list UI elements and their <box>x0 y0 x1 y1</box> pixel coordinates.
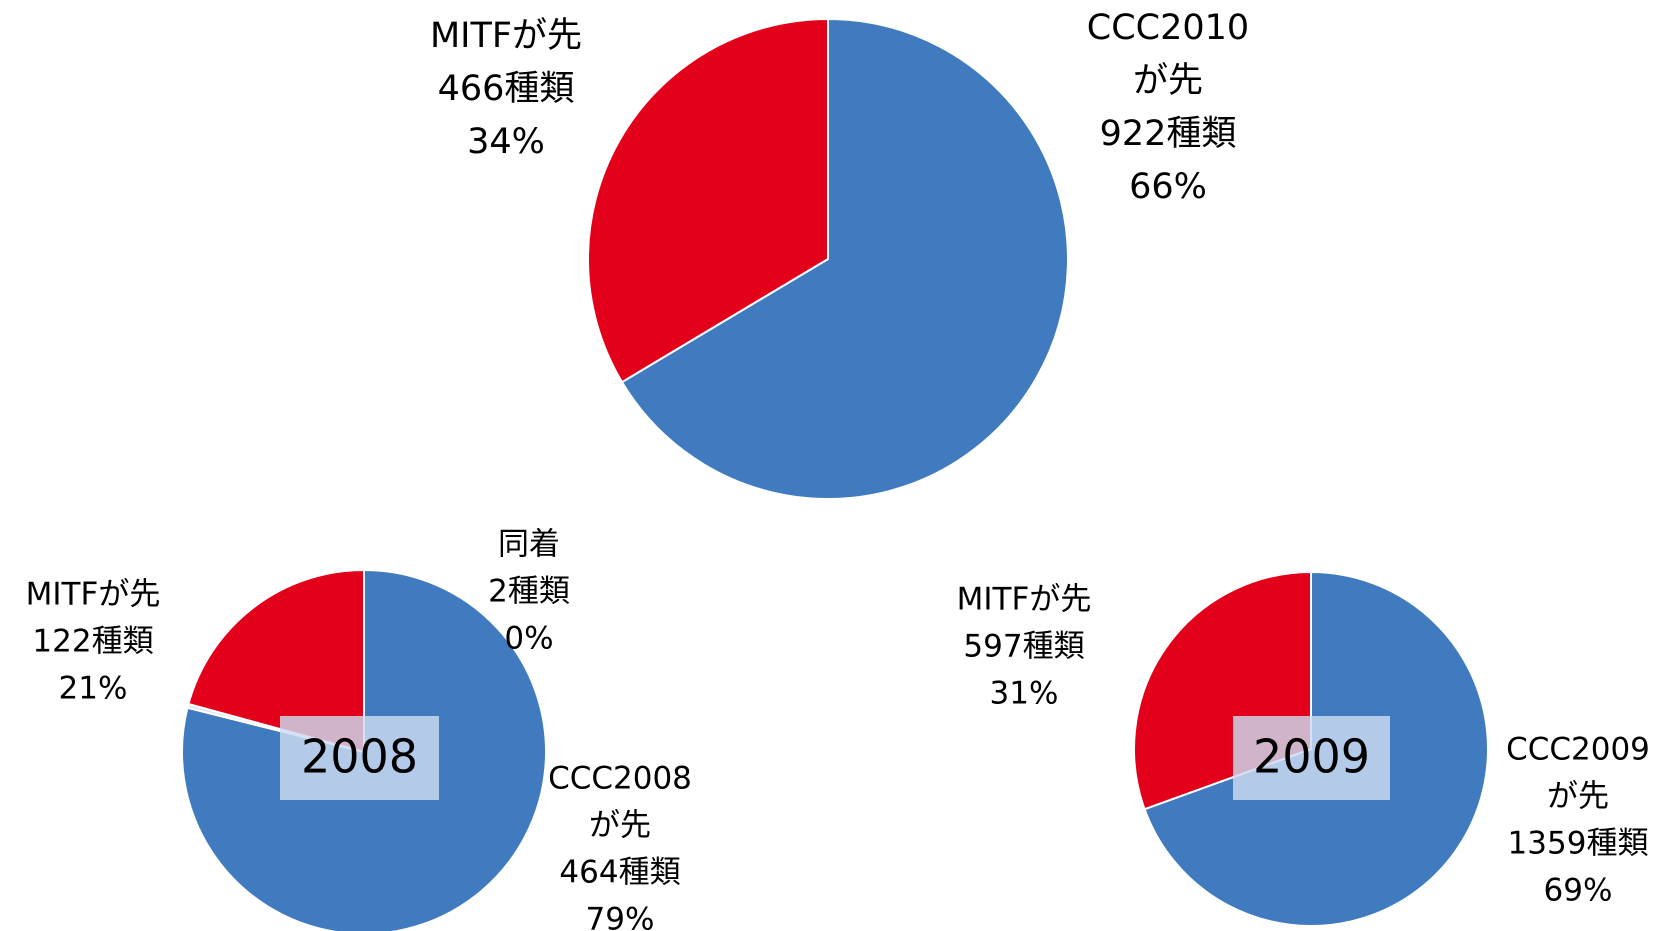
slice-percent: 69% <box>1544 873 1613 909</box>
slice-label: が先 <box>1547 779 1609 815</box>
slice-label: が先 <box>1133 61 1203 101</box>
slice-count: 1359種類 <box>1508 826 1649 862</box>
slice-label: が先 <box>589 808 651 844</box>
slice-percent: 66% <box>1129 167 1207 207</box>
slice-percent: 34% <box>467 122 545 162</box>
slice-count: 464種類 <box>559 855 680 891</box>
year-box <box>1233 716 1390 800</box>
chart-title: 2008 <box>301 730 418 784</box>
slice-label: MITFが先 <box>26 577 161 613</box>
slice-count: 122種類 <box>32 624 153 660</box>
slice-label: CCC2008 <box>548 761 692 797</box>
slice-percent: 21% <box>59 671 128 707</box>
slice-count: 2種類 <box>488 574 570 610</box>
slice-count: 466種類 <box>438 69 575 109</box>
slice-label: CCC2010 <box>1087 8 1249 48</box>
pie-slice <box>187 568 365 754</box>
slice-percent: 0% <box>504 621 553 657</box>
slice-count: 922種類 <box>1100 114 1237 154</box>
pie-slice <box>587 17 829 384</box>
pie-slice <box>181 568 547 931</box>
pie-slice <box>620 17 1069 500</box>
chart-title: 2009 <box>1253 730 1370 784</box>
slice-percent: 79% <box>586 902 655 931</box>
slice-count: 597種類 <box>963 629 1084 665</box>
slice-label: 同着 <box>498 527 560 563</box>
slice-label: CCC2009 <box>1506 732 1650 768</box>
year-box <box>280 716 439 800</box>
slice-label: MITFが先 <box>430 16 582 56</box>
slice-label: MITFが先 <box>957 582 1092 618</box>
slice-percent: 31% <box>990 676 1059 712</box>
